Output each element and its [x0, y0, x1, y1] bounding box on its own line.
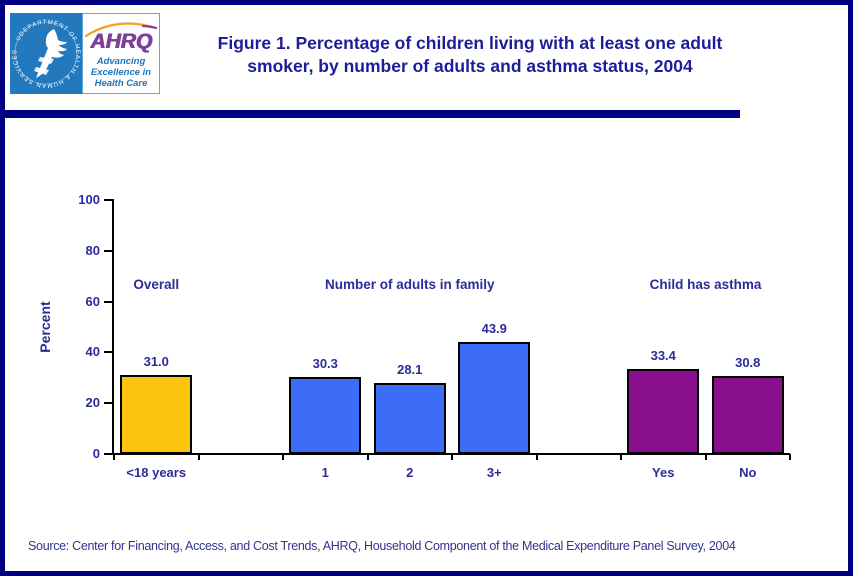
- ahrq-acronym: AHRQ: [90, 30, 152, 53]
- x-tick-mark: [113, 454, 115, 460]
- ahrq-tagline-line2: Excellence in: [90, 67, 152, 78]
- x-tick-mark: [282, 454, 284, 460]
- bar-value-label: 31.0: [143, 354, 169, 369]
- header-divider-bar: [4, 110, 740, 118]
- figure-title: Figure 1. Percentage of children living …: [205, 32, 735, 78]
- y-tick-label: 100: [78, 192, 100, 207]
- bar-value-label: 33.4: [650, 348, 676, 363]
- bar: [289, 377, 362, 454]
- x-category-label: No: [739, 465, 757, 480]
- x-category-label: <18 years: [126, 465, 187, 480]
- y-tick-label: 80: [85, 242, 100, 258]
- ahrq-swoosh-icon: [84, 22, 158, 38]
- ahrq-tagline: Advancing Excellence in Health Care: [83, 56, 159, 89]
- bar: [458, 342, 531, 454]
- source-note: Source: Center for Financing, Access, an…: [28, 539, 736, 553]
- y-tick-mark: [104, 453, 112, 455]
- x-tick-mark: [789, 454, 791, 460]
- y-tick-label: 40: [85, 344, 100, 360]
- y-tick-mark: [104, 300, 112, 303]
- bar-value-label: 30.3: [312, 356, 338, 371]
- ahrq-tagline-line1: Advancing: [96, 56, 146, 67]
- bar: [373, 383, 446, 454]
- bar-value-label: 30.8: [735, 355, 761, 370]
- x-tick-mark: [366, 454, 369, 460]
- group-header: Child has asthma: [649, 277, 762, 292]
- group-header: Number of adults in family: [324, 277, 495, 292]
- ahrq-tagline-line3: Health Care: [94, 78, 148, 89]
- y-tick-label: 0: [92, 446, 100, 461]
- y-tick-label: 60: [85, 293, 100, 309]
- ahrq-logo: AHRQ Advancing Excellence in Health Care: [82, 13, 160, 94]
- y-axis: [112, 199, 114, 455]
- x-tick-mark: [197, 454, 200, 460]
- y-axis-title: Percent: [37, 301, 53, 353]
- x-category-label: 1: [321, 465, 329, 480]
- hhs-eagle-icon: DEPARTMENT OF HEALTH & HUMAN SERVICES - …: [10, 13, 79, 88]
- figure-title-line1: Figure 1. Percentage of children living …: [217, 33, 723, 53]
- x-tick-mark: [451, 454, 453, 460]
- bar: [711, 376, 784, 454]
- x-tick-mark: [620, 454, 622, 460]
- bar-value-label: 43.9: [481, 321, 507, 336]
- y-tick-mark: [104, 402, 112, 405]
- hhs-logo: DEPARTMENT OF HEALTH & HUMAN SERVICES - …: [10, 13, 82, 94]
- x-category-label: Yes: [652, 465, 675, 480]
- y-tick-mark: [104, 249, 112, 252]
- y-tick-mark: [104, 199, 112, 201]
- bar: [120, 375, 193, 454]
- bar: [627, 369, 700, 454]
- x-category-label: 2: [406, 465, 414, 480]
- bar-value-label: 28.1: [397, 362, 423, 377]
- y-tick-label: 20: [85, 395, 100, 411]
- agency-logo: DEPARTMENT OF HEALTH & HUMAN SERVICES - …: [10, 13, 160, 94]
- x-tick-mark: [704, 454, 707, 460]
- y-tick-mark: [104, 351, 112, 354]
- figure-title-line2: smoker, by number of adults and asthma s…: [247, 56, 693, 76]
- x-tick-mark: [535, 454, 538, 460]
- x-category-label: 3+: [486, 465, 502, 480]
- group-header: Overall: [133, 277, 180, 292]
